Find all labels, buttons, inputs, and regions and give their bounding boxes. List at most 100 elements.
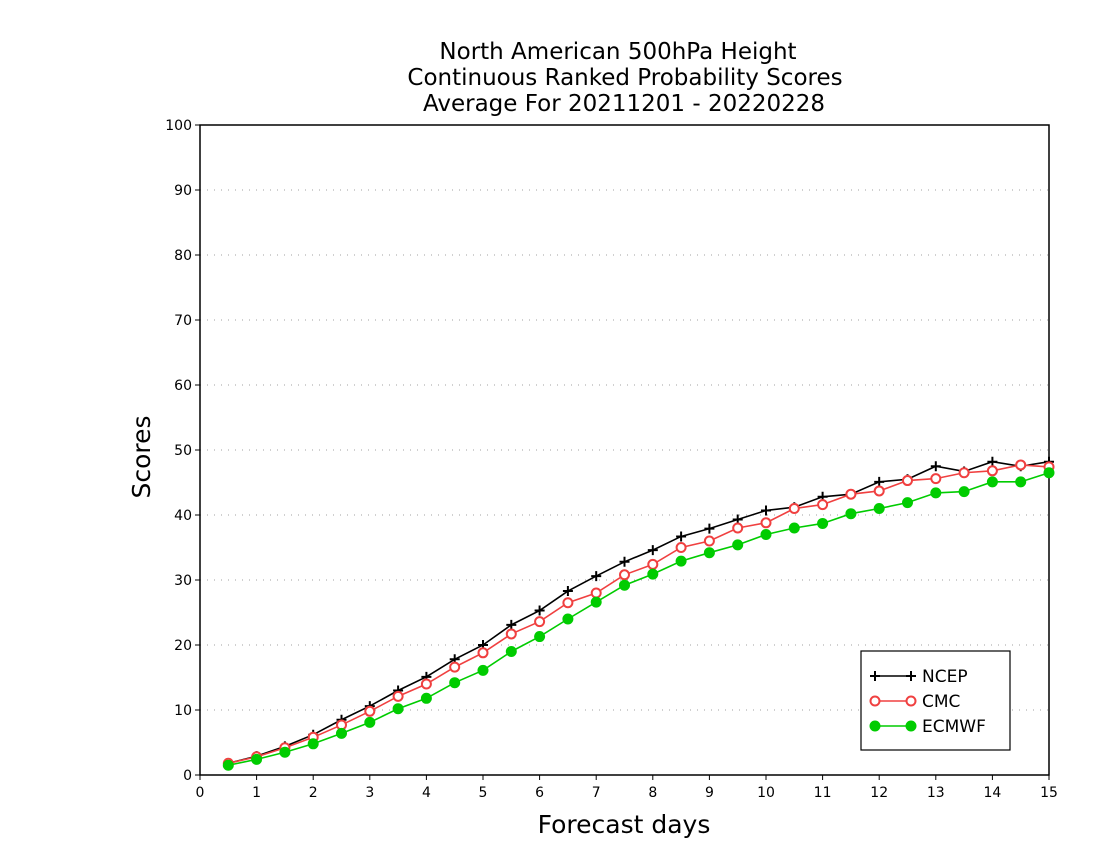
legend-item-cmc: CMC bbox=[869, 692, 960, 712]
x-tick-label: 6 bbox=[535, 785, 544, 801]
x-tick-label: 12 bbox=[870, 785, 888, 801]
data-point bbox=[364, 716, 376, 728]
y-axis: 0 10 20 30 40 50 60 70 80 90 100 bbox=[165, 118, 200, 784]
y-tick-label: 60 bbox=[174, 378, 192, 394]
chart-title-line-1: North American 500hPa Height bbox=[439, 39, 796, 65]
x-axis-label: Forecast days bbox=[538, 810, 711, 839]
data-point bbox=[874, 476, 885, 487]
grid bbox=[200, 189, 1049, 711]
series-cmc bbox=[222, 459, 1055, 769]
data-point bbox=[562, 597, 574, 609]
data-point bbox=[477, 647, 489, 659]
y-tick-label: 40 bbox=[174, 508, 192, 524]
series-ecmwf bbox=[222, 467, 1055, 771]
data-point bbox=[760, 517, 772, 529]
data-point bbox=[392, 703, 404, 715]
chart-title: North American 500hPa Height Continuous … bbox=[407, 39, 842, 117]
data-point bbox=[619, 556, 630, 567]
data-point bbox=[222, 759, 234, 771]
data-point bbox=[647, 545, 658, 556]
data-point bbox=[987, 456, 998, 467]
y-axis-label: Scores bbox=[127, 415, 156, 498]
x-tick-label: 15 bbox=[1040, 785, 1058, 801]
series-group bbox=[222, 456, 1055, 771]
x-tick-label: 14 bbox=[983, 785, 1001, 801]
data-point bbox=[788, 522, 800, 534]
data-point bbox=[307, 738, 319, 750]
data-point bbox=[930, 487, 942, 499]
y-tick-label: 30 bbox=[174, 573, 192, 589]
data-point bbox=[562, 586, 573, 597]
data-point bbox=[958, 486, 970, 498]
data-point bbox=[817, 517, 829, 529]
x-tick-label: 11 bbox=[814, 785, 832, 801]
data-point bbox=[986, 465, 998, 477]
data-point bbox=[845, 488, 857, 500]
data-point bbox=[703, 535, 715, 547]
data-point bbox=[449, 677, 461, 689]
legend-marker bbox=[905, 720, 917, 732]
data-point bbox=[817, 499, 829, 511]
data-point bbox=[591, 571, 602, 582]
data-point bbox=[873, 485, 885, 497]
legend-marker bbox=[906, 671, 916, 681]
x-tick-label: 8 bbox=[648, 785, 657, 801]
legend-marker bbox=[905, 695, 917, 707]
legend-label: CMC bbox=[922, 692, 960, 712]
legend-marker bbox=[869, 720, 881, 732]
data-point bbox=[1015, 459, 1027, 471]
data-point bbox=[534, 631, 546, 643]
legend-item-ncep: NCEP bbox=[870, 667, 968, 687]
data-point bbox=[873, 503, 885, 514]
data-point bbox=[562, 613, 574, 625]
x-tick-label: 1 bbox=[252, 785, 261, 801]
data-point bbox=[675, 542, 687, 553]
data-point bbox=[336, 727, 347, 739]
data-point bbox=[703, 547, 715, 559]
y-tick-label: 80 bbox=[174, 248, 192, 264]
data-point bbox=[788, 503, 800, 514]
x-tick-label: 4 bbox=[422, 785, 431, 801]
data-point bbox=[647, 568, 659, 580]
data-point bbox=[704, 523, 715, 534]
y-tick-label: 90 bbox=[174, 183, 192, 199]
chart-title-line-2: Continuous Ranked Probability Scores bbox=[407, 65, 842, 91]
data-point bbox=[590, 596, 602, 608]
series-line-ncep bbox=[228, 460, 1050, 765]
data-point bbox=[619, 569, 630, 581]
data-point bbox=[364, 705, 376, 717]
legend-marker bbox=[870, 671, 880, 681]
data-point bbox=[251, 753, 263, 765]
data-point bbox=[732, 522, 744, 534]
legend: NCEP CMC ECMWF bbox=[860, 650, 1011, 751]
x-tick-label: 7 bbox=[592, 785, 601, 801]
y-tick-label: 20 bbox=[174, 638, 192, 654]
x-tick-label: 3 bbox=[365, 785, 374, 801]
data-point bbox=[647, 558, 659, 570]
x-tick-label: 0 bbox=[196, 785, 205, 801]
y-tick-label: 70 bbox=[174, 313, 192, 329]
data-point bbox=[279, 746, 291, 758]
legend-label: ECMWF bbox=[922, 717, 986, 737]
data-point bbox=[958, 467, 970, 479]
data-point bbox=[1015, 476, 1027, 488]
y-tick-label: 100 bbox=[165, 118, 192, 134]
data-point bbox=[675, 555, 687, 567]
x-tick-label: 5 bbox=[479, 785, 488, 801]
data-point bbox=[505, 646, 517, 657]
data-point bbox=[420, 678, 432, 690]
data-point bbox=[619, 579, 630, 591]
data-point bbox=[477, 664, 489, 676]
data-point bbox=[1043, 467, 1055, 479]
data-point bbox=[392, 690, 404, 702]
data-point bbox=[761, 505, 771, 516]
legend-marker bbox=[869, 695, 881, 707]
data-point bbox=[590, 587, 602, 599]
data-point bbox=[534, 605, 545, 616]
data-point bbox=[505, 628, 517, 640]
y-tick-label: 50 bbox=[174, 443, 192, 459]
chart-title-line-3: Average For 20211201 - 20220228 bbox=[423, 91, 825, 117]
x-tick-label: 13 bbox=[927, 785, 945, 801]
legend-item-ecmwf: ECMWF bbox=[869, 717, 986, 737]
data-point bbox=[930, 461, 941, 472]
